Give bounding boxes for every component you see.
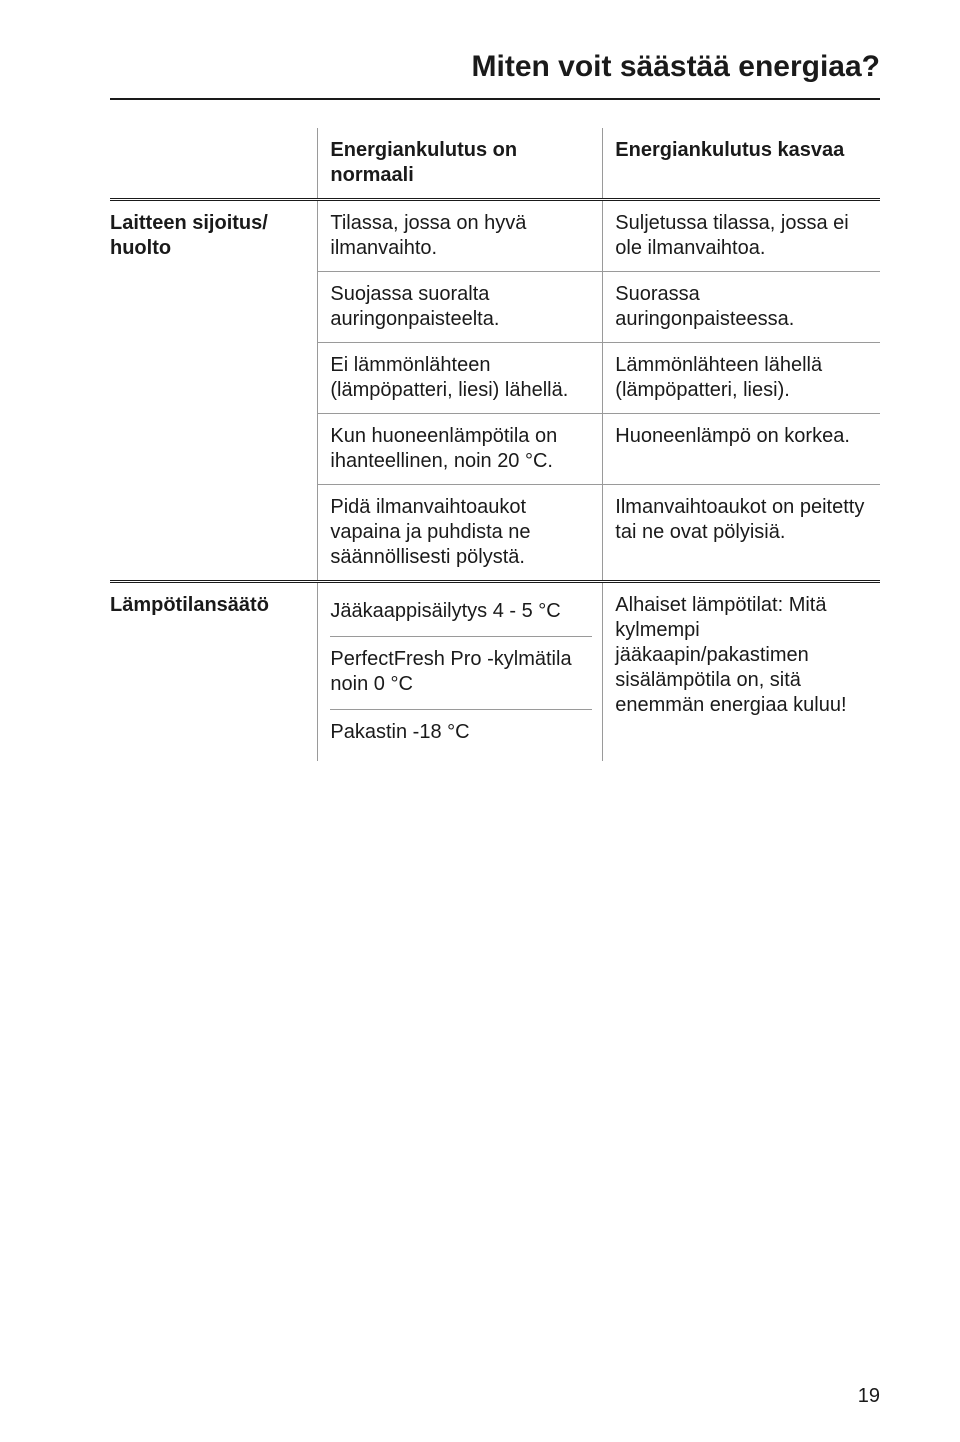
page-number: 19 [858,1385,880,1408]
s1-r1-increase: Suorassa auringonpaisteessa. [603,272,880,343]
s1-r2-increase: Lämmönlähteen lähellä (lämpöpatteri, lie… [603,343,880,414]
section1-row1: Laitteen sijoitus/ huolto Tilassa, jossa… [110,200,880,272]
s1-r3-normal: Kun huoneenlämpötila on ihanteellinen, n… [318,414,603,485]
section1-label: Laitteen sijoitus/ huolto [110,200,318,582]
s1-r4-normal: Pidä ilmanvaihtoaukot vapaina ja puhdist… [318,485,603,582]
header-blank [110,128,318,200]
s1-r1-normal: Suojassa suoralta auringonpaisteelta. [318,272,603,343]
section2-row: Lämpötilansäätö Jääkaappisäilytys 4 - 5 … [110,582,880,762]
header-increase: Energiankulutus kasvaa [603,128,880,200]
section2-increase: Alhaiset lämpötilat: Mitä kylmempi jääka… [603,582,880,762]
title-rule [110,98,880,100]
s1-r4-increase: Ilmanvaihtoaukot on peitetty tai ne ovat… [603,485,880,582]
energy-table: Energiankulutus on normaali Energiankulu… [110,128,880,761]
s2-normal-line3: Pakastin -18 °C [330,709,592,751]
section2-label: Lämpötilansäätö [110,582,318,762]
s2-normal-line1: Jääkaappisäilytys 4 - 5 °C [330,593,592,630]
s1-r3-increase: Huoneenlämpö on korkea. [603,414,880,485]
section2-normal-cell: Jääkaappisäilytys 4 - 5 °C PerfectFresh … [318,582,603,762]
s2-normal-line2: PerfectFresh Pro -kylmätila noin 0 °C [330,636,592,703]
s1-r0-increase: Suljetussa tilassa, jossa ei ole ilmanva… [603,200,880,272]
s1-r2-normal: Ei lämmönlähteen (lämpöpatteri, liesi) l… [318,343,603,414]
table-header-row: Energiankulutus on normaali Energiankulu… [110,128,880,200]
s1-r0-normal: Tilassa, jossa on hyvä ilmanvaihto. [318,200,603,272]
page: Miten voit säästää energiaa? Energiankul… [0,0,960,1442]
page-title: Miten voit säästää energiaa? [110,50,880,84]
header-normal: Energiankulutus on normaali [318,128,603,200]
